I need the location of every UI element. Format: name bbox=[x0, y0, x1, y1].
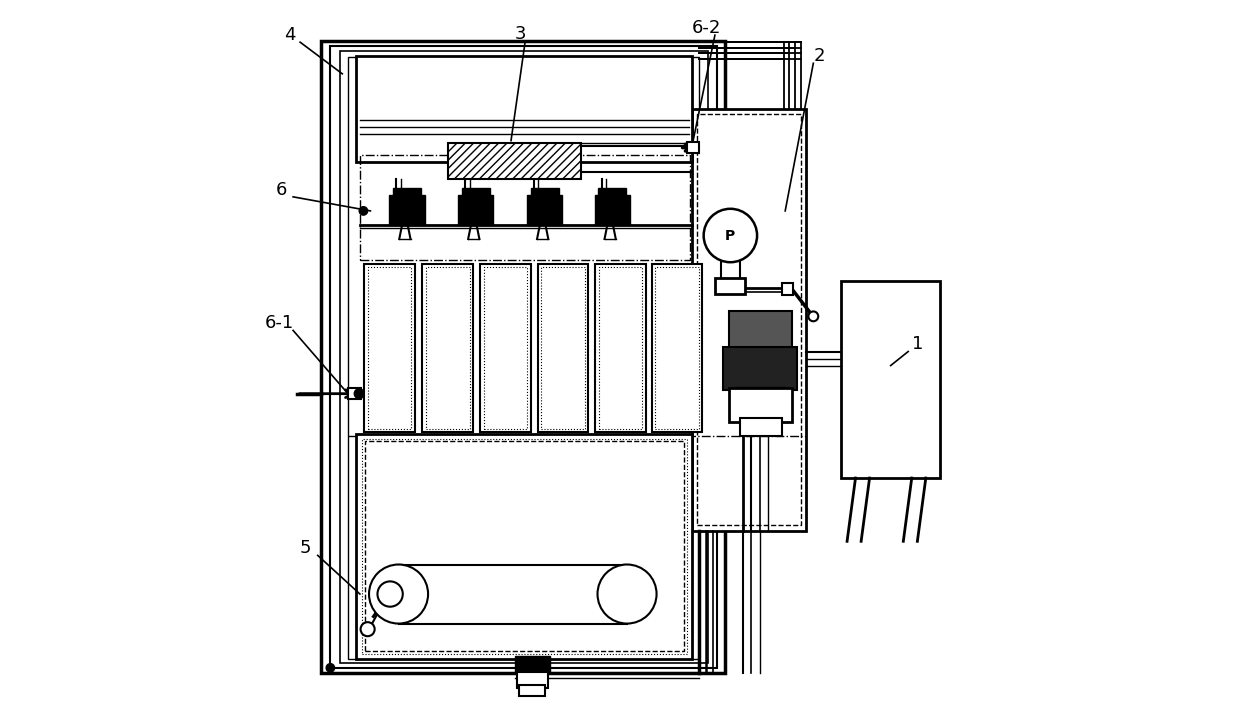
Text: 6-2: 6-2 bbox=[692, 19, 722, 37]
Circle shape bbox=[355, 389, 365, 399]
Bar bbox=[595, 264, 646, 432]
Bar bbox=[715, 278, 745, 294]
Bar bbox=[538, 264, 588, 432]
Text: P: P bbox=[725, 228, 735, 243]
Bar bbox=[842, 281, 940, 478]
Bar bbox=[365, 264, 414, 432]
Bar bbox=[652, 264, 702, 432]
Text: 5: 5 bbox=[300, 539, 311, 557]
Bar bbox=[781, 283, 792, 295]
Bar bbox=[542, 267, 585, 429]
Text: 6-1: 6-1 bbox=[265, 314, 294, 333]
Bar bbox=[348, 57, 698, 659]
Bar bbox=[687, 142, 699, 153]
Bar bbox=[427, 267, 470, 429]
Bar bbox=[729, 388, 792, 422]
Circle shape bbox=[703, 209, 758, 262]
Bar bbox=[356, 434, 692, 659]
Bar bbox=[515, 656, 549, 673]
Circle shape bbox=[361, 622, 374, 636]
Bar bbox=[720, 238, 740, 281]
Bar bbox=[423, 264, 474, 432]
Bar bbox=[362, 439, 687, 654]
Bar bbox=[729, 311, 792, 348]
Bar bbox=[517, 672, 548, 688]
Bar bbox=[598, 188, 626, 197]
Circle shape bbox=[370, 565, 428, 624]
Bar bbox=[330, 46, 717, 668]
Bar bbox=[389, 195, 424, 225]
Bar bbox=[367, 267, 412, 429]
Circle shape bbox=[598, 565, 656, 624]
Bar bbox=[595, 195, 630, 225]
Bar bbox=[527, 195, 563, 225]
Bar bbox=[459, 195, 494, 225]
Text: 4: 4 bbox=[284, 26, 295, 44]
Bar bbox=[356, 56, 692, 162]
Bar bbox=[340, 51, 708, 663]
Bar bbox=[365, 441, 684, 651]
Bar bbox=[484, 267, 527, 429]
Bar bbox=[321, 41, 725, 673]
Bar bbox=[723, 347, 797, 390]
Bar bbox=[480, 264, 531, 432]
Bar bbox=[531, 188, 559, 197]
Bar bbox=[360, 155, 691, 260]
Bar bbox=[448, 143, 582, 179]
Bar bbox=[734, 387, 785, 394]
Circle shape bbox=[377, 581, 403, 607]
Text: 2: 2 bbox=[813, 47, 825, 65]
Text: 3: 3 bbox=[515, 25, 527, 43]
Circle shape bbox=[360, 207, 367, 215]
Circle shape bbox=[326, 664, 335, 672]
Bar bbox=[520, 685, 544, 696]
Bar bbox=[599, 267, 642, 429]
Bar bbox=[692, 109, 806, 531]
Bar bbox=[655, 267, 698, 429]
Bar bbox=[461, 188, 490, 197]
Bar bbox=[398, 565, 627, 624]
Text: 6: 6 bbox=[275, 181, 286, 199]
Bar bbox=[697, 114, 801, 525]
Bar bbox=[739, 418, 781, 436]
Circle shape bbox=[808, 311, 818, 321]
Bar bbox=[348, 388, 361, 399]
Bar bbox=[393, 188, 422, 197]
Text: 1: 1 bbox=[911, 335, 923, 354]
